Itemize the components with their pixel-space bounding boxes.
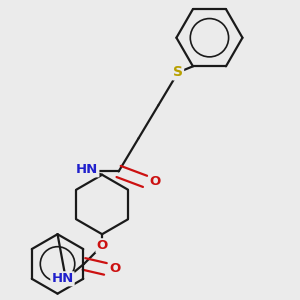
Text: HN: HN <box>76 163 98 176</box>
Text: HN: HN <box>51 272 74 285</box>
Text: O: O <box>109 262 120 275</box>
Text: S: S <box>173 65 183 80</box>
Text: O: O <box>97 239 108 252</box>
Text: O: O <box>149 175 161 188</box>
